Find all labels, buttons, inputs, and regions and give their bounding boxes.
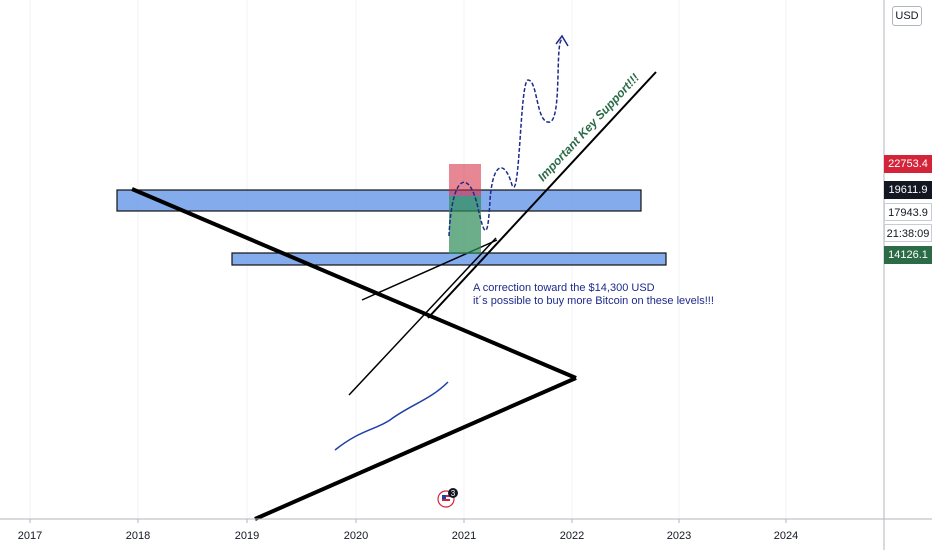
countdown-tag: 21:38:09 [884,224,932,242]
drawings [116,34,667,521]
x-tick-label: 2023 [667,530,691,542]
x-tick-label: 2019 [235,530,259,542]
projection-arrow-icon [555,34,569,47]
channel-lower-line[interactable] [348,237,497,396]
correction-note-line1[interactable]: A correction toward the $14,300 USD [473,282,655,294]
correction-note-line2[interactable]: it´s possible to buy more Bitcoin on the… [473,295,714,307]
moving-averages [334,381,449,451]
projection-curve[interactable] [448,39,563,237]
flag-badge-icon[interactable]: 3 [437,487,459,509]
position-stop-zone[interactable] [449,164,481,196]
position-profit-zone[interactable] [449,196,481,254]
x-tick-label: 2021 [452,530,476,542]
price-tag-mid: 17943.9 [884,203,932,221]
currency-button[interactable]: USD [892,6,922,26]
price-tag-last: 19611.9 [884,181,932,199]
ma-blue-line [334,381,449,451]
time-axis[interactable]: 2017 2018 2019 2020 2021 2022 2023 2024 [0,518,932,542]
x-tick-label: 2020 [344,530,368,542]
x-tick-label: 2018 [126,530,150,542]
x-tick-label: 2022 [560,530,584,542]
price-axis[interactable]: 3850.04650.05650.06900.08500.010500.0265… [883,0,930,550]
triangle-lower-line[interactable] [254,376,577,521]
key-support-trendline[interactable] [427,71,657,319]
badge-count: 3 [451,489,456,498]
resistance-zone-upper[interactable] [116,189,642,212]
triangle-upper-line[interactable] [131,187,577,380]
price-tag-green: 14126.1 [884,246,932,264]
x-tick-label: 2024 [774,530,798,542]
price-tag-red: 22753.4 [884,155,932,173]
x-tick-label: 2017 [18,530,42,542]
